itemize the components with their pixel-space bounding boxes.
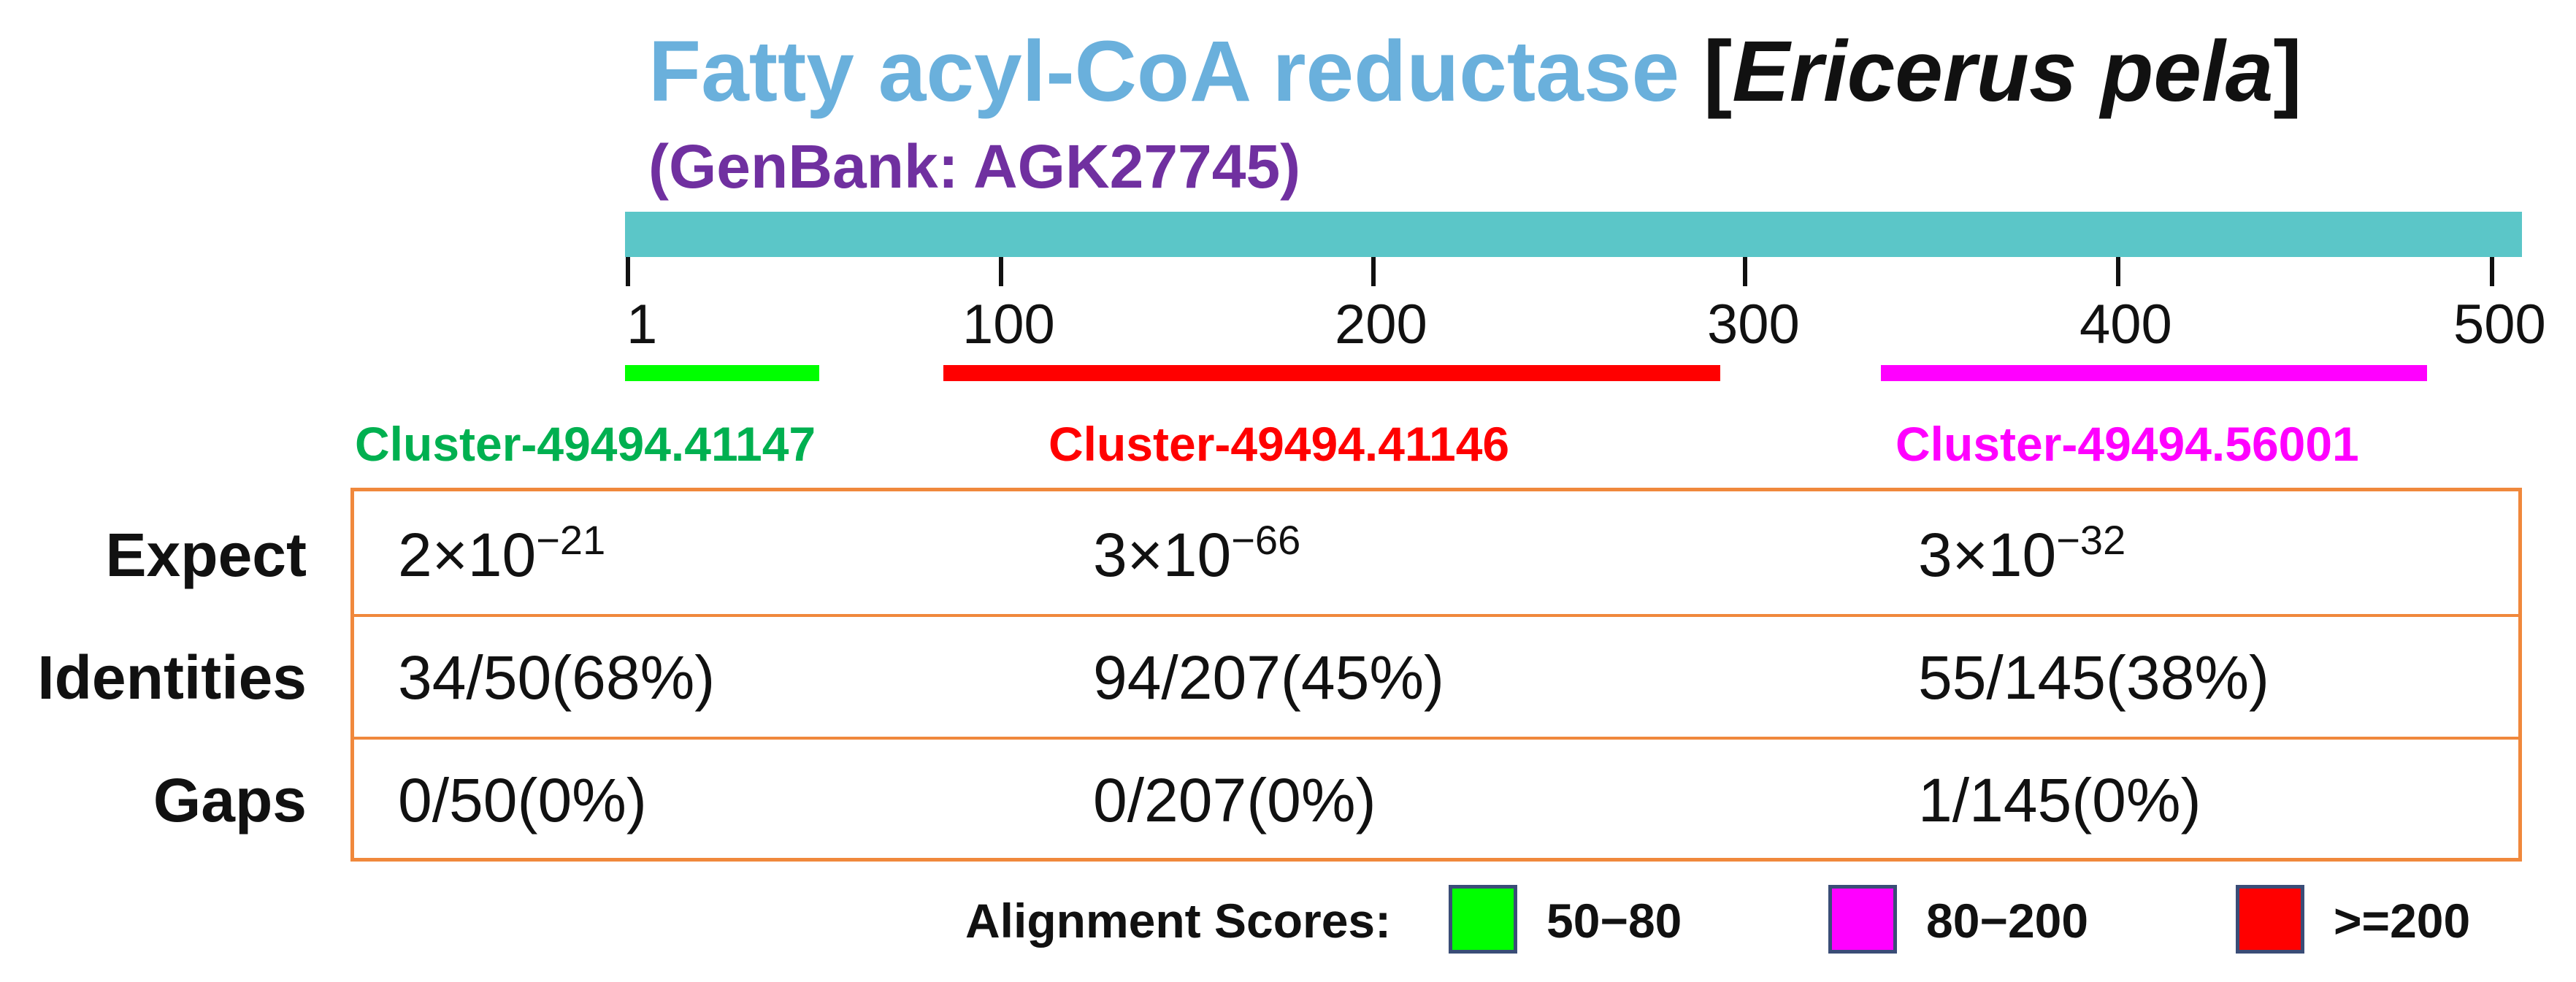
ruler-tick bbox=[999, 257, 1003, 286]
gaps-cell: 0/207(0%) bbox=[1093, 766, 1376, 835]
ruler-tick-label: 300 bbox=[1707, 294, 1800, 356]
bracket-open: [ bbox=[1679, 23, 1733, 120]
ruler-tick bbox=[2116, 257, 2120, 286]
legend-label: >=200 bbox=[2334, 894, 2471, 948]
identities-cell: 55/145(38%) bbox=[1918, 643, 2269, 712]
legend-label: 50−80 bbox=[1546, 894, 1682, 948]
row-label-expect: Expect bbox=[105, 521, 307, 589]
identities-cell: 94/207(45%) bbox=[1093, 643, 1444, 712]
ruler-tick-label: 1 bbox=[626, 294, 658, 356]
cluster-label: Cluster-49494.56001 bbox=[1895, 417, 2359, 471]
legend-swatch-magenta bbox=[1828, 885, 1897, 954]
protein-name: Fatty acyl-CoA reductase bbox=[648, 23, 1680, 120]
hit-segment-56001 bbox=[1881, 365, 2427, 381]
identities-cell: 34/50(68%) bbox=[398, 643, 716, 712]
gaps-cell: 0/50(0%) bbox=[398, 766, 647, 835]
ruler-tick-label: 100 bbox=[962, 294, 1055, 356]
expect-cell: 2×10−21 bbox=[398, 517, 606, 589]
ruler-tick bbox=[626, 257, 630, 286]
gaps-cell: 1/145(0%) bbox=[1918, 766, 2201, 835]
hit-segment-41146 bbox=[943, 365, 1720, 381]
alignment-stats-table: 2×10−21 3×10−66 3×10−32 34/50(68%) 94/20… bbox=[350, 488, 2522, 862]
cluster-label: Cluster-49494.41147 bbox=[355, 417, 816, 471]
ruler-tick bbox=[1371, 257, 1376, 286]
ruler-tick-label: 200 bbox=[1335, 294, 1427, 356]
row-label-gaps: Gaps bbox=[153, 766, 307, 835]
row-label-identities: Identities bbox=[37, 643, 307, 712]
genbank-accession: (GenBank: AGK27745) bbox=[648, 132, 1301, 201]
legend-title: Alignment Scores: bbox=[965, 894, 1392, 948]
bracket-close: ] bbox=[2273, 23, 2302, 120]
expect-cell: 3×10−32 bbox=[1918, 517, 2126, 589]
legend-swatch-red bbox=[2236, 885, 2304, 954]
species-name: Ericerus pela bbox=[1732, 23, 2274, 120]
query-sequence-bar bbox=[625, 212, 2522, 257]
ruler-tick bbox=[2490, 257, 2494, 286]
cluster-label: Cluster-49494.41146 bbox=[1049, 417, 1510, 471]
row-divider bbox=[354, 737, 2518, 740]
legend-label: 80−200 bbox=[1926, 894, 2089, 948]
hit-segment-41147 bbox=[625, 365, 819, 381]
row-divider bbox=[354, 614, 2518, 617]
ruler-tick-label: 500 bbox=[2453, 294, 2546, 356]
diagram-title: Fatty acyl-CoA reductase [Ericerus pela] bbox=[648, 20, 2302, 123]
ruler-tick bbox=[1743, 257, 1747, 286]
expect-cell: 3×10−66 bbox=[1093, 517, 1301, 589]
ruler-tick-label: 400 bbox=[2079, 294, 2172, 356]
legend-swatch-green bbox=[1449, 885, 1517, 954]
